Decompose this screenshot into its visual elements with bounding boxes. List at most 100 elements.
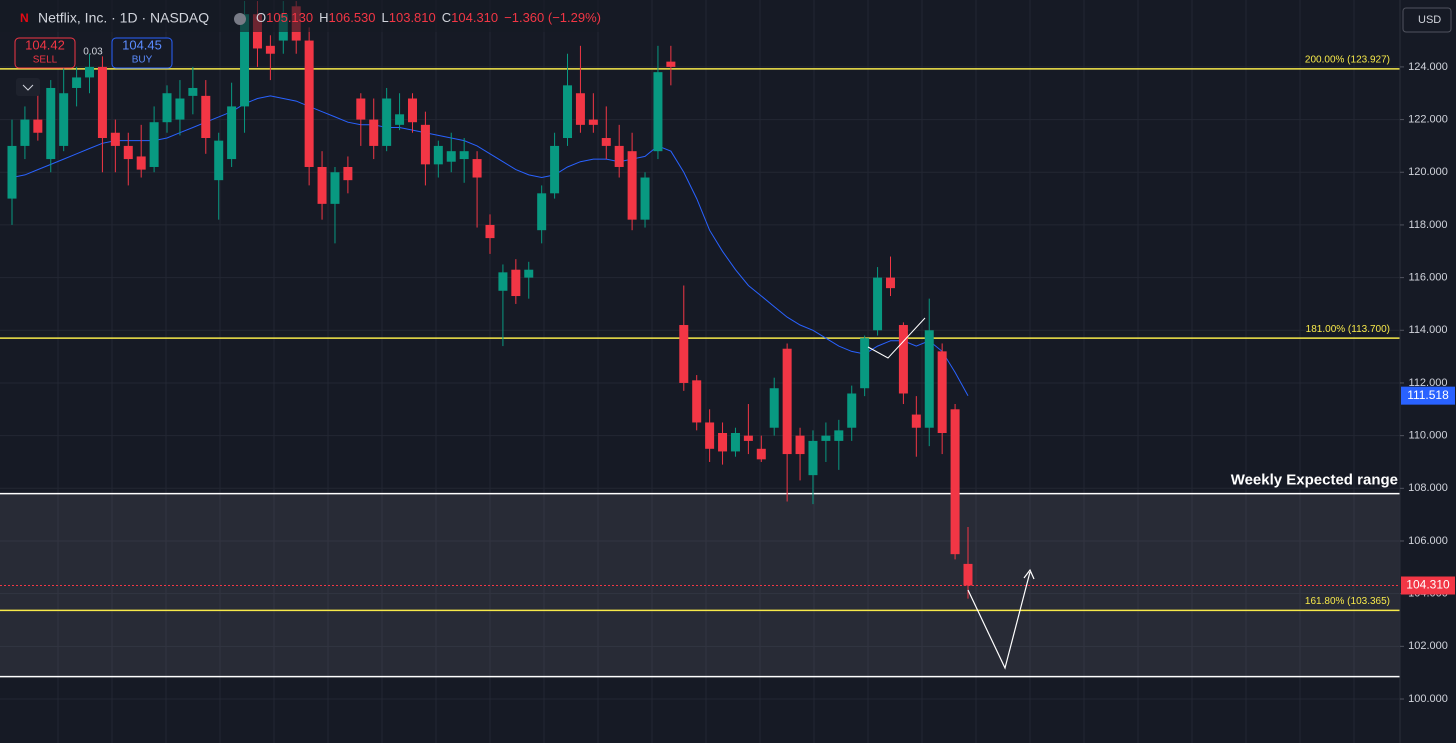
- candle-body: [97, 66, 107, 139]
- candle-body: [85, 66, 95, 78]
- candle-body: [873, 277, 883, 331]
- candle-body: [795, 435, 805, 455]
- y-tick-label: 116.000: [1409, 272, 1448, 284]
- candle-body: [911, 414, 921, 428]
- candle-body: [860, 338, 870, 389]
- fib-label: 181.00% (113.700): [1306, 324, 1390, 335]
- candle-body: [756, 448, 766, 460]
- candle-body: [485, 224, 495, 239]
- y-tick-label: 108.000: [1408, 482, 1448, 494]
- fib-label: 161.80% (103.365): [1305, 596, 1390, 607]
- logo: N: [20, 11, 29, 25]
- ohlc: O105.130 H106.530 L103.810 C104.310 −1.360 (…: [256, 10, 601, 25]
- candle-body: [743, 435, 753, 441]
- candle-body: [265, 45, 275, 54]
- y-tick-label: 124.000: [1408, 61, 1448, 73]
- buy-label: BUY: [132, 55, 153, 66]
- candle-body: [692, 380, 702, 423]
- candle-body: [317, 166, 327, 204]
- candle-body: [446, 151, 456, 162]
- change: −1.360 (−1.29%): [504, 10, 601, 25]
- candle-body: [924, 330, 934, 428]
- candle-body: [627, 151, 637, 220]
- header-bg: [0, 0, 600, 32]
- candle-body: [188, 87, 198, 96]
- eye-icon[interactable]: [234, 13, 246, 25]
- candle-body: [240, 14, 250, 107]
- ohlc-key: H: [319, 10, 328, 25]
- ohlc-key: L: [382, 10, 389, 25]
- candle-body: [72, 77, 82, 88]
- y-tick-label: 110.000: [1409, 430, 1448, 442]
- fib-label: 200.00% (123.927): [1305, 54, 1390, 65]
- price-badge: [1401, 576, 1455, 595]
- plot: Weekly Expected range 200.00% (123.927) 18…: [0, 1, 1400, 678]
- y-tick-label: 118.000: [1409, 219, 1448, 231]
- candle-body: [511, 269, 521, 297]
- currency: USD: [1418, 14, 1441, 26]
- ohlc-value: 105.130: [266, 10, 313, 25]
- collapse-button[interactable]: [16, 78, 40, 96]
- candle-body: [679, 325, 689, 383]
- ohlc-value: 103.810: [389, 10, 436, 25]
- candle-body: [937, 351, 947, 433]
- candle-body: [847, 393, 857, 428]
- candle-body: [343, 166, 353, 181]
- candle-body: [382, 98, 392, 146]
- candle-body: [601, 138, 611, 146]
- candle-body: [563, 85, 573, 139]
- candle-body: [33, 119, 43, 133]
- buy-button[interactable]: [111, 37, 173, 69]
- candle-body: [537, 193, 547, 231]
- sell-price: 104.42: [25, 37, 65, 52]
- candle-body: [808, 440, 818, 476]
- candle-body: [175, 98, 185, 120]
- y-tick-label: 122.000: [1408, 113, 1448, 125]
- candle-body: [950, 409, 960, 555]
- ohlc-key: C: [442, 10, 451, 25]
- arrow-head: [1023, 568, 1035, 580]
- sell-button[interactable]: [14, 37, 76, 69]
- price-badge-label: 111.518: [1407, 388, 1449, 402]
- candle-body: [330, 172, 340, 204]
- candle-body: [666, 61, 676, 67]
- ohlc-value: 106.530: [329, 10, 376, 25]
- y-tick-label: 120.000: [1408, 166, 1448, 178]
- candle-body: [705, 422, 715, 449]
- candle-body: [821, 435, 831, 441]
- candle-body: [472, 159, 482, 178]
- candle-body: [769, 388, 779, 428]
- candle-body: [963, 563, 973, 586]
- sell-label: SELL: [33, 55, 58, 66]
- ohlc-key: O: [256, 10, 266, 25]
- drawn-line: [867, 317, 926, 359]
- candle-body: [524, 269, 534, 278]
- candle-body: [201, 95, 211, 139]
- candle-body: [653, 72, 663, 152]
- candle-body: [59, 93, 69, 146]
- moving-average: [11, 95, 969, 396]
- candle-body: [885, 277, 895, 289]
- candle-body: [782, 348, 792, 455]
- drawn-arrow: [967, 571, 1031, 670]
- candle-body: [640, 177, 650, 220]
- candle-body: [149, 122, 159, 167]
- price-axis: 100.000102.000104.000106.000108.000110.0…: [1400, 61, 1455, 705]
- candle-body: [588, 119, 598, 125]
- price-badge-label: 104.310: [1406, 578, 1450, 592]
- candle-body: [369, 119, 379, 146]
- candle-body: [498, 272, 508, 291]
- candle-body: [20, 119, 30, 146]
- candle-body: [459, 151, 469, 160]
- candle-body: [730, 432, 740, 452]
- candle-body: [898, 325, 908, 394]
- symbol: Netflix, Inc. · 1D · NASDAQ: [38, 10, 209, 26]
- y-tick-label: 112.000: [1409, 377, 1448, 389]
- price-badge: [1401, 386, 1455, 405]
- currency-button[interactable]: [1402, 7, 1452, 33]
- candle-body: [136, 156, 146, 170]
- ohlc-value: 104.310: [451, 10, 498, 25]
- candle-body: [433, 145, 443, 165]
- candle-body: [575, 93, 585, 125]
